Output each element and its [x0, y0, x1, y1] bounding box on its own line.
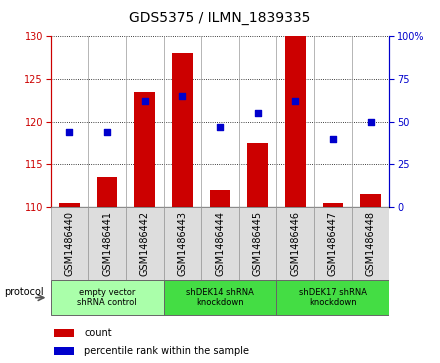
Point [66, 129, 73, 135]
Bar [239, 207, 276, 280]
Point [141, 98, 148, 104]
Bar [51, 280, 164, 315]
Bar [276, 280, 389, 315]
Bar [51, 207, 88, 280]
Bar [134, 92, 155, 207]
Text: GSM1486447: GSM1486447 [328, 211, 338, 276]
Bar [126, 207, 164, 280]
Point [330, 136, 337, 142]
Point [254, 110, 261, 116]
Text: GSM1486446: GSM1486446 [290, 211, 300, 276]
Bar [314, 207, 352, 280]
Bar [209, 190, 231, 207]
Bar [201, 207, 239, 280]
Bar [164, 280, 276, 315]
Bar [352, 207, 389, 280]
Bar [323, 203, 343, 207]
Text: GDS5375 / ILMN_1839335: GDS5375 / ILMN_1839335 [129, 11, 311, 25]
Bar [276, 207, 314, 280]
Bar [54, 329, 74, 338]
Text: shDEK17 shRNA
knockdown: shDEK17 shRNA knockdown [299, 288, 367, 307]
Text: count: count [84, 328, 112, 338]
Bar [360, 194, 381, 207]
Text: shDEK14 shRNA
knockdown: shDEK14 shRNA knockdown [186, 288, 254, 307]
Point [367, 119, 374, 125]
Text: GSM1486444: GSM1486444 [215, 211, 225, 276]
Text: empty vector
shRNA control: empty vector shRNA control [77, 288, 137, 307]
Point [179, 93, 186, 99]
Bar [54, 347, 74, 355]
Text: percentile rank within the sample: percentile rank within the sample [84, 346, 249, 356]
Bar [172, 53, 193, 207]
Point [103, 129, 110, 135]
Bar [247, 143, 268, 207]
Text: GSM1486440: GSM1486440 [64, 211, 74, 276]
Text: GSM1486443: GSM1486443 [177, 211, 187, 276]
Text: GSM1486442: GSM1486442 [140, 211, 150, 276]
Bar [97, 177, 117, 207]
Bar [88, 207, 126, 280]
Text: protocol: protocol [4, 287, 44, 297]
Text: GSM1486441: GSM1486441 [102, 211, 112, 276]
Text: GSM1486448: GSM1486448 [366, 211, 376, 276]
Point [292, 98, 299, 104]
Text: GSM1486445: GSM1486445 [253, 211, 263, 276]
Bar [285, 36, 306, 207]
Bar [59, 203, 80, 207]
Bar [164, 207, 201, 280]
Point [216, 124, 224, 130]
